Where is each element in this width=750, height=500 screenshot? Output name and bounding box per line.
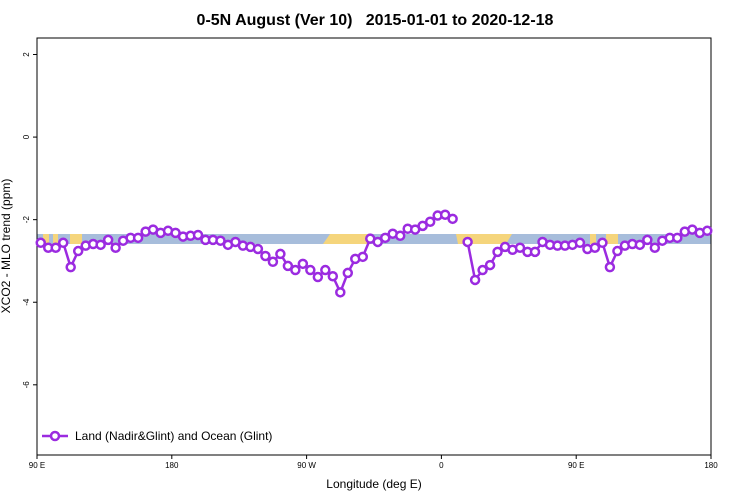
point-marker [469,274,481,286]
x-tick-label: 90 E [29,461,45,470]
land-band [70,234,82,244]
x-tick-label: 90 W [297,461,316,470]
land-band [43,234,49,244]
point-marker [260,250,271,262]
point-marker [327,270,339,282]
point-marker [95,239,106,251]
point-marker [102,234,114,246]
point-marker [642,234,653,246]
point-marker [297,258,309,270]
y-tick-label: 2 [22,52,31,57]
point-marker [72,245,84,257]
y-axis-label: XCO2 - MLO trend (ppm) [0,179,13,314]
point-marker [574,237,586,249]
y-tick-label: -2 [22,216,31,224]
point-marker [462,236,473,248]
chart-title: 0-5N August (Ver 10) 2015-01-01 to 2020-… [197,12,554,29]
point-marker [379,232,391,244]
point-marker [192,229,204,241]
point-marker [672,232,683,244]
point-marker [424,216,436,227]
point-marker [417,220,428,232]
x-axis-label: Longitude (deg E) [326,477,421,491]
point-marker [35,237,46,249]
point-marker [57,237,69,249]
point-marker [702,225,713,237]
x-tick-label: 180 [165,461,179,470]
point-marker [132,232,144,244]
point-marker [649,242,661,253]
point-marker [589,242,601,253]
point-marker [484,259,496,271]
point-marker [110,242,121,253]
point-marker [597,237,608,249]
y-tick-label: 0 [22,134,31,139]
legend-marker [49,430,61,442]
point-marker [252,243,264,255]
x-tick-label: 90 E [568,461,584,470]
point-marker [514,242,526,253]
point-marker [492,246,503,258]
legend: Land (Nadir&Glint) and Ocean (Glint) [42,429,272,443]
x-tick-label: 0 [439,461,444,470]
series-line [40,213,454,296]
point-marker [290,264,301,276]
point-marker [447,213,458,225]
land-band [590,234,596,244]
point-marker [305,264,316,276]
point-marker [282,260,294,272]
legend-label: Land (Nadir&Glint) and Ocean (Glint) [75,429,272,443]
x-tick-label: 180 [704,461,718,470]
point-marker [50,242,61,253]
point-marker [215,235,226,246]
point-marker [320,264,331,276]
y-tick-label: -4 [22,298,31,306]
point-marker [342,267,354,279]
point-marker [275,248,286,260]
point-marker [529,246,541,258]
point-marker [372,236,383,248]
point-marker [612,245,623,257]
point-marker [439,209,451,220]
point-marker [267,256,279,268]
point-marker [312,271,324,283]
point-marker [65,261,76,273]
land-band [323,234,371,244]
point-marker [477,264,488,276]
point-marker [335,287,346,298]
point-marker [357,251,369,263]
land-band [606,234,618,244]
plot-frame [36,37,712,456]
y-tick-label: -6 [22,381,31,389]
point-marker [604,261,616,273]
point-marker [634,239,646,251]
point-marker [394,230,406,242]
land-band [53,234,58,244]
